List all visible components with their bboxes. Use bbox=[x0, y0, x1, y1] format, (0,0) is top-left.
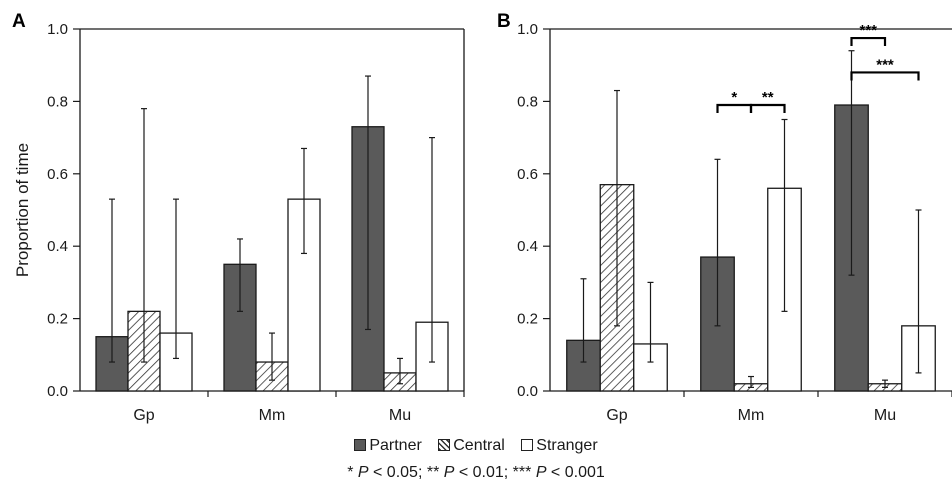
x-category-label: Mm bbox=[259, 407, 286, 424]
y-tick-label: 0.8 bbox=[517, 93, 538, 110]
significance-bracket bbox=[716, 103, 753, 114]
significance-stars: *** bbox=[876, 56, 894, 73]
y-tick-label: 0.6 bbox=[47, 166, 68, 183]
footnote-p-symbol: P bbox=[443, 464, 455, 481]
significance-bracket bbox=[749, 103, 786, 114]
y-tick-label: 0.4 bbox=[47, 238, 68, 255]
x-category-label: Mm bbox=[738, 407, 765, 424]
x-category-label: Gp bbox=[133, 407, 154, 424]
legend: Partner Central Stranger bbox=[0, 437, 952, 455]
footnote-text: ** bbox=[422, 464, 444, 481]
x-category-label: Mu bbox=[389, 407, 411, 424]
significance-stars: ** bbox=[762, 89, 774, 106]
footnote-p-symbol: P bbox=[357, 464, 369, 481]
panel-a: A Proportion of time 0.0 0.2 0.4 0.6 0.8 1.0 Gp M… bbox=[12, 11, 465, 424]
panel-letter: A bbox=[12, 11, 26, 32]
x-category-label: Gp bbox=[606, 407, 627, 424]
significance-bracket bbox=[850, 71, 920, 81]
legend-item-central: Central bbox=[438, 437, 505, 455]
panel-letter: B bbox=[497, 11, 511, 32]
legend-label-stranger: Stranger bbox=[536, 437, 598, 454]
legend-label-partner: Partner bbox=[369, 437, 422, 454]
significance-footnote: * P < 0.05; ** P < 0.01; *** P < 0.001 bbox=[0, 464, 952, 482]
legend-item-partner: Partner bbox=[354, 437, 422, 455]
footnote-text: < 0.001 bbox=[546, 464, 605, 481]
legend-label-central: Central bbox=[453, 437, 505, 454]
legend-swatch-partner bbox=[354, 439, 367, 451]
y-tick-label: 0.6 bbox=[517, 166, 538, 183]
y-tick-label: 0.2 bbox=[47, 311, 68, 328]
y-tick-label: 0.0 bbox=[517, 383, 538, 400]
panel-b: B0.00.20.40.60.81.0Gp Mm Mu* ******** bbox=[497, 11, 952, 424]
significance-stars: * bbox=[731, 89, 737, 106]
significance-bracket bbox=[850, 36, 887, 47]
footnote-text: *** bbox=[508, 464, 536, 481]
y-tick-label: 0.2 bbox=[517, 311, 538, 328]
legend-swatch-stranger bbox=[521, 439, 534, 451]
y-tick-label: 1.0 bbox=[47, 21, 68, 38]
y-tick-label: 0.4 bbox=[517, 238, 538, 255]
y-axis-label: Proportion of time bbox=[13, 143, 32, 277]
legend-item-stranger: Stranger bbox=[521, 437, 598, 455]
x-category-label: Mu bbox=[874, 407, 896, 424]
footnote-p-symbol: P bbox=[535, 464, 547, 481]
footnote-text: * bbox=[347, 464, 358, 481]
footnote-text: < 0.01; bbox=[454, 464, 509, 481]
significance-stars: *** bbox=[859, 22, 877, 39]
y-tick-label: 0.8 bbox=[47, 93, 68, 110]
y-tick-label: 0.0 bbox=[47, 383, 68, 400]
y-tick-label: 1.0 bbox=[517, 21, 538, 38]
footnote-text: < 0.05; bbox=[368, 464, 423, 481]
figure: A Proportion of time 0.0 0.2 0.4 0.6 0.8 1.0 Gp M… bbox=[12, 11, 952, 424]
legend-swatch-central bbox=[438, 439, 451, 451]
